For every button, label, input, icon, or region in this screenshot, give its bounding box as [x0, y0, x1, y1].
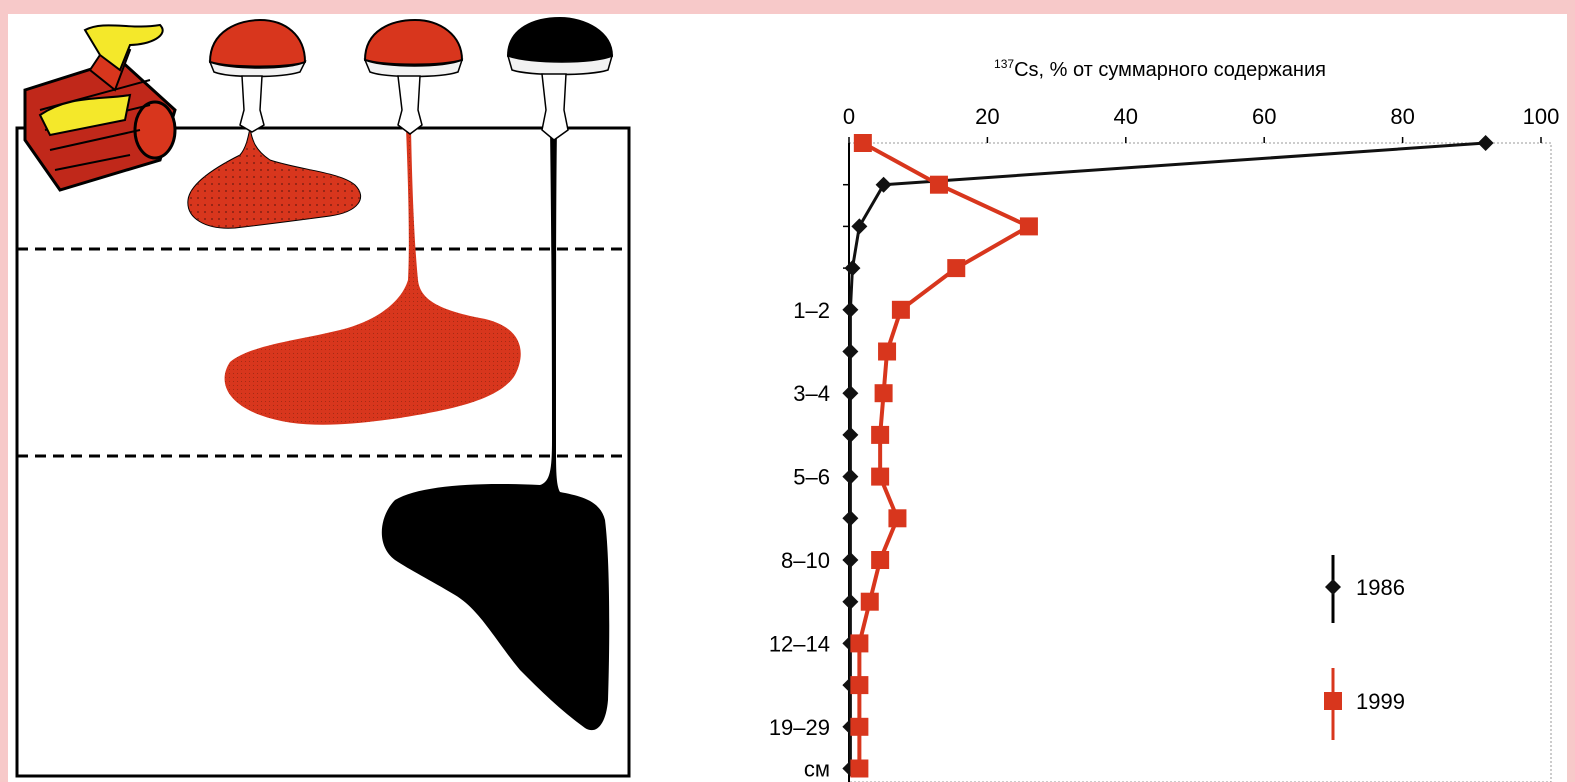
diamond-marker-icon [1325, 579, 1341, 595]
y-tick-label: 19–29 [769, 715, 830, 740]
x-tick-label: 80 [1390, 104, 1414, 129]
log-with-fungus-icon [23, 23, 177, 192]
data-point [1477, 135, 1494, 151]
legend-label: 1986 [1356, 575, 1405, 600]
title-text: Cs, % от суммарного содержания [1014, 59, 1326, 81]
cs137-depth-chart: 137Cs, % от суммарного содержания 0 20 40 6… [769, 57, 1559, 782]
data-point [891, 300, 910, 319]
data-point [850, 676, 869, 695]
data-point [842, 343, 859, 360]
data-point [842, 468, 859, 485]
data-point [929, 175, 948, 194]
data-point [850, 634, 869, 653]
soil-box [15, 126, 631, 778]
series-1999 [850, 134, 1038, 778]
legend-entry-1986: 1986 [1325, 555, 1405, 623]
y-tick-label: 3–4 [793, 381, 830, 406]
y-tick-label: 1–2 [793, 298, 830, 323]
mycelium-deep [381, 128, 610, 731]
x-tick-label: 100 [1523, 104, 1560, 129]
x-tick-label: 0 [843, 104, 855, 129]
mushroom-red-cap-icon [363, 18, 464, 135]
series-1986 [842, 135, 1494, 777]
series-layer [842, 134, 1494, 778]
y-tick-label: 8–10 [781, 548, 830, 573]
data-point [842, 510, 859, 527]
y-axis-labels: 1–2 3–4 5–6 8–10 12–14 19–29 см [769, 183, 849, 782]
mushroom-red-cap-icon [208, 18, 307, 133]
data-point [850, 717, 869, 736]
plot-area [848, 142, 1552, 782]
series-line [848, 141, 1486, 769]
data-point [842, 552, 859, 568]
x-tick-label: 60 [1252, 104, 1276, 129]
x-tick-label: 20 [975, 104, 999, 129]
data-point [874, 384, 893, 403]
data-point [850, 759, 869, 778]
y-tick-label: 12–14 [769, 631, 830, 656]
data-point [842, 385, 859, 402]
legend: 1986 1999 [1324, 555, 1405, 740]
soil-illustration [15, 16, 631, 778]
data-point [853, 134, 872, 152]
data-point [947, 259, 966, 278]
title-superscript: 137 [994, 57, 1014, 71]
mushroom-black-cap-icon [506, 16, 614, 141]
y-tick-label: 5–6 [793, 465, 830, 490]
y-tick-label: см [804, 757, 830, 782]
data-point [842, 426, 859, 443]
data-point [842, 593, 859, 610]
x-axis-ticks: 0 20 40 60 80 100 [843, 104, 1559, 143]
legend-label: 1999 [1356, 689, 1405, 714]
data-point [842, 301, 859, 318]
data-point [878, 342, 897, 361]
data-point [871, 551, 890, 569]
square-marker-icon [1324, 692, 1342, 710]
data-point [888, 509, 907, 528]
data-point [875, 176, 892, 193]
data-point [871, 467, 890, 486]
legend-entry-1999: 1999 [1324, 668, 1405, 740]
x-tick-label: 40 [1114, 104, 1138, 129]
chart-title: 137Cs, % от суммарного содержания [994, 57, 1326, 81]
series-line [857, 141, 1031, 769]
data-point [844, 260, 861, 277]
data-point [871, 425, 890, 444]
data-point [860, 592, 879, 611]
mycelium-middle [224, 128, 521, 425]
data-point [1019, 217, 1038, 236]
data-point [851, 218, 868, 235]
